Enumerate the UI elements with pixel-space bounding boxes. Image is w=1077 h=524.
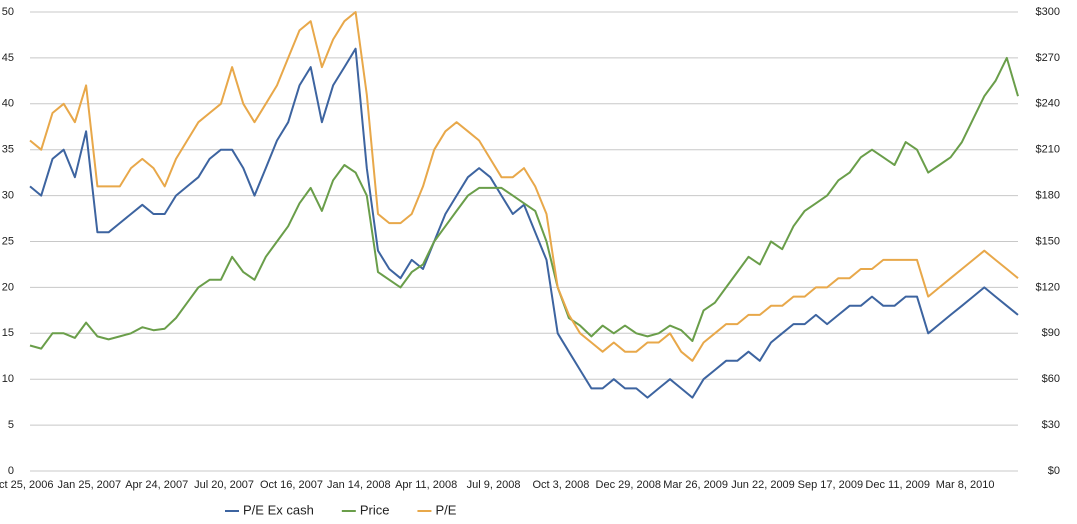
series-line xyxy=(29,47,1019,399)
y-tick-label: 5 xyxy=(8,419,14,431)
x-tick-label: Oct 16, 2007 xyxy=(260,479,323,491)
y-tick-label: 0 xyxy=(8,465,14,477)
x-tick-label: Mar 8, 2010 xyxy=(936,479,995,491)
y-tick-label: 35 xyxy=(2,144,14,156)
y2-tick-label: $300 xyxy=(1036,6,1060,18)
y-tick-label: 10 xyxy=(2,373,14,385)
x-tick-label: Oct 25, 2006 xyxy=(0,479,54,491)
x-tick-label: Apr 11, 2008 xyxy=(395,479,457,491)
x-tick-label: Dec 29, 2008 xyxy=(596,479,661,491)
legend-label: P/E Ex cash xyxy=(243,502,314,517)
y2-tick-label: $0 xyxy=(1048,465,1060,477)
x-tick-label: Jun 22, 2009 xyxy=(731,479,795,491)
y2-tick-label: $180 xyxy=(1036,190,1060,202)
y2-tick-label: $240 xyxy=(1036,98,1060,110)
y-tick-label: 25 xyxy=(2,235,14,247)
x-tick-label: Mar 26, 2009 xyxy=(663,479,728,491)
y-tick-label: 40 xyxy=(2,98,14,110)
x-tick-label: Jul 20, 2007 xyxy=(194,479,254,491)
y2-tick-label: $210 xyxy=(1036,144,1060,156)
series-line xyxy=(29,56,1019,350)
x-tick-label: Dec 11, 2009 xyxy=(865,479,930,491)
legend: P/E Ex cash Price P/E xyxy=(225,502,457,517)
series-line xyxy=(29,11,1019,362)
y2-tick-label: $120 xyxy=(1036,281,1060,293)
legend-label: P/E xyxy=(435,502,456,517)
legend-label: Price xyxy=(360,502,390,517)
y2-tick-label: $270 xyxy=(1036,52,1060,64)
y2-tick-label: $60 xyxy=(1042,373,1060,385)
y2-tick-label: $150 xyxy=(1036,235,1060,247)
x-tick-label: Jan 14, 2008 xyxy=(327,479,391,491)
x-tick-label: Oct 3, 2008 xyxy=(532,479,589,491)
y-tick-label: 50 xyxy=(2,6,14,18)
y-tick-label: 45 xyxy=(2,52,14,64)
y-tick-label: 15 xyxy=(2,327,14,339)
y2-tick-label: $30 xyxy=(1042,419,1060,431)
x-tick-label: Jan 25, 2007 xyxy=(58,479,122,491)
x-tick-label: Apr 24, 2007 xyxy=(125,479,188,491)
y-tick-label: 30 xyxy=(2,190,14,202)
x-tick-label: Jul 9, 2008 xyxy=(467,479,521,491)
y-tick-label: 20 xyxy=(2,281,14,293)
y2-tick-label: $90 xyxy=(1042,327,1060,339)
x-tick-label: Sep 17, 2009 xyxy=(798,479,863,491)
